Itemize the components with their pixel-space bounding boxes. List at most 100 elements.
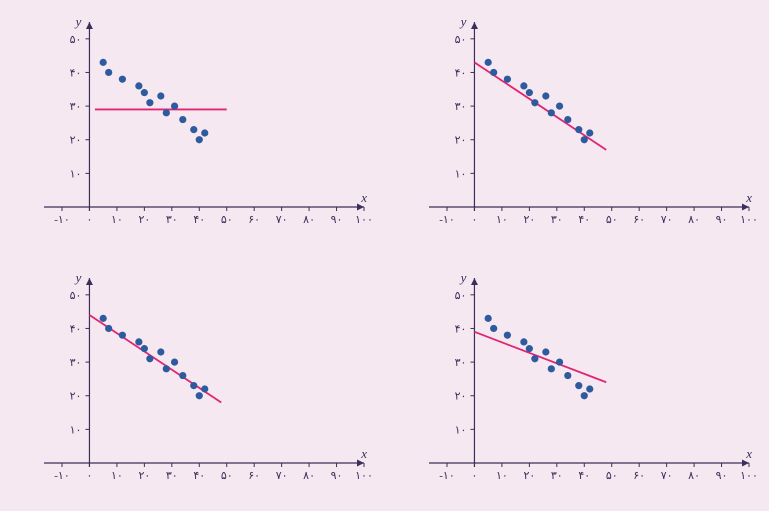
svg-text:y: y xyxy=(458,270,466,285)
svg-text:-۱۰: -۱۰ xyxy=(54,214,69,226)
svg-text:۱۰۰: ۱۰۰ xyxy=(355,214,373,226)
data-point xyxy=(190,126,197,133)
svg-text:۱۰: ۱۰ xyxy=(70,424,82,436)
data-point xyxy=(542,348,549,355)
chart-grid: -۱۰۰۱۰۲۰۳۰۴۰۵۰۶۰۷۰۸۰۹۰۱۰۰۱۰۲۰۳۰۴۰۵۰xy -۱… xyxy=(0,0,769,511)
svg-text:۱۰۰: ۱۰۰ xyxy=(740,470,758,482)
svg-text:y: y xyxy=(458,14,466,29)
svg-text:۳۰: ۳۰ xyxy=(454,101,466,113)
svg-text:۱۰: ۱۰ xyxy=(495,470,507,482)
panel-top-left: -۱۰۰۱۰۲۰۳۰۴۰۵۰۶۰۷۰۸۰۹۰۱۰۰۱۰۲۰۳۰۴۰۵۰xy xyxy=(0,0,385,256)
svg-text:۲۰: ۲۰ xyxy=(454,390,466,402)
svg-text:۶۰: ۶۰ xyxy=(633,214,645,226)
svg-text:۵۰: ۵۰ xyxy=(454,289,466,301)
data-point xyxy=(490,324,497,331)
svg-text:-۱۰: -۱۰ xyxy=(439,470,454,482)
data-point xyxy=(163,365,170,372)
svg-text:۱۰: ۱۰ xyxy=(454,168,466,180)
scatter-plot: -۱۰۰۱۰۲۰۳۰۴۰۵۰۶۰۷۰۸۰۹۰۱۰۰۱۰۲۰۳۰۴۰۵۰xy xyxy=(0,0,384,255)
svg-text:۷۰: ۷۰ xyxy=(660,214,672,226)
data-point xyxy=(484,314,491,321)
svg-text:۳۰: ۳۰ xyxy=(166,214,178,226)
data-point xyxy=(503,331,510,338)
data-point xyxy=(575,126,582,133)
svg-text:۹۰: ۹۰ xyxy=(331,470,343,482)
svg-text:۱۰۰: ۱۰۰ xyxy=(355,470,373,482)
svg-text:۵۰: ۵۰ xyxy=(221,470,233,482)
data-point xyxy=(171,102,178,109)
data-point xyxy=(146,99,153,106)
svg-text:۵۰: ۵۰ xyxy=(605,470,617,482)
svg-text:۳۰: ۳۰ xyxy=(70,357,82,369)
data-point xyxy=(484,59,491,66)
svg-text:۷۰: ۷۰ xyxy=(276,470,288,482)
svg-text:۰: ۰ xyxy=(86,214,92,226)
svg-text:۷۰: ۷۰ xyxy=(660,470,672,482)
data-point xyxy=(586,129,593,136)
data-point xyxy=(141,89,148,96)
data-point xyxy=(157,348,164,355)
svg-text:۴۰: ۴۰ xyxy=(70,67,82,79)
data-point xyxy=(141,345,148,352)
data-point xyxy=(171,358,178,365)
panel-bottom-left: -۱۰۰۱۰۲۰۳۰۴۰۵۰۶۰۷۰۸۰۹۰۱۰۰۱۰۲۰۳۰۴۰۵۰xy xyxy=(0,256,385,511)
svg-text:۲۰: ۲۰ xyxy=(523,470,535,482)
data-point xyxy=(163,109,170,116)
svg-text:۳۰: ۳۰ xyxy=(550,214,562,226)
svg-text:۹۰: ۹۰ xyxy=(331,214,343,226)
data-point xyxy=(119,76,126,83)
data-point xyxy=(196,392,203,399)
data-point xyxy=(146,355,153,362)
scatter-plot: -۱۰۰۱۰۲۰۳۰۴۰۵۰۶۰۷۰۸۰۹۰۱۰۰۱۰۲۰۳۰۴۰۵۰xy xyxy=(385,256,769,511)
data-point xyxy=(531,355,538,362)
data-point xyxy=(196,136,203,143)
data-point xyxy=(586,385,593,392)
svg-text:x: x xyxy=(360,190,367,205)
panel-top-right: -۱۰۰۱۰۲۰۳۰۴۰۵۰۶۰۷۰۸۰۹۰۱۰۰۱۰۲۰۳۰۴۰۵۰xy xyxy=(385,0,769,256)
data-point xyxy=(179,371,186,378)
svg-text:۱۰: ۱۰ xyxy=(111,470,123,482)
svg-text:۳۰: ۳۰ xyxy=(70,101,82,113)
svg-text:۴۰: ۴۰ xyxy=(578,470,590,482)
data-point xyxy=(520,338,527,345)
data-point xyxy=(531,99,538,106)
svg-text:۱۰۰: ۱۰۰ xyxy=(740,214,758,226)
svg-text:۵۰: ۵۰ xyxy=(70,34,82,46)
data-point xyxy=(555,358,562,365)
svg-text:۱۰: ۱۰ xyxy=(70,168,82,180)
data-point xyxy=(201,129,208,136)
panel-bottom-right: -۱۰۰۱۰۲۰۳۰۴۰۵۰۶۰۷۰۸۰۹۰۱۰۰۱۰۲۰۳۰۴۰۵۰xy xyxy=(385,256,769,511)
data-point xyxy=(100,314,107,321)
data-point xyxy=(105,324,112,331)
svg-text:۴۰: ۴۰ xyxy=(454,67,466,79)
data-point xyxy=(190,382,197,389)
svg-text:۹۰: ۹۰ xyxy=(715,470,727,482)
data-point xyxy=(100,59,107,66)
svg-text:۷۰: ۷۰ xyxy=(276,214,288,226)
data-point xyxy=(564,371,571,378)
svg-text:۱۰: ۱۰ xyxy=(111,214,123,226)
svg-text:y: y xyxy=(74,14,82,29)
svg-text:۶۰: ۶۰ xyxy=(248,470,260,482)
svg-text:۴۰: ۴۰ xyxy=(70,323,82,335)
svg-text:۵۰: ۵۰ xyxy=(221,214,233,226)
svg-text:y: y xyxy=(74,270,82,285)
data-point xyxy=(542,92,549,99)
svg-text:۵۰: ۵۰ xyxy=(454,34,466,46)
svg-text:۶۰: ۶۰ xyxy=(633,470,645,482)
data-point xyxy=(503,76,510,83)
svg-text:۴۰: ۴۰ xyxy=(454,323,466,335)
data-point xyxy=(105,69,112,76)
svg-text:۳۰: ۳۰ xyxy=(454,357,466,369)
data-point xyxy=(520,82,527,89)
svg-text:x: x xyxy=(745,446,752,461)
data-point xyxy=(547,365,554,372)
data-point xyxy=(580,392,587,399)
data-point xyxy=(201,385,208,392)
data-point xyxy=(575,382,582,389)
svg-text:۶۰: ۶۰ xyxy=(248,214,260,226)
svg-text:۱۰: ۱۰ xyxy=(495,214,507,226)
data-point xyxy=(135,82,142,89)
data-point xyxy=(119,331,126,338)
svg-text:۲۰: ۲۰ xyxy=(138,470,150,482)
